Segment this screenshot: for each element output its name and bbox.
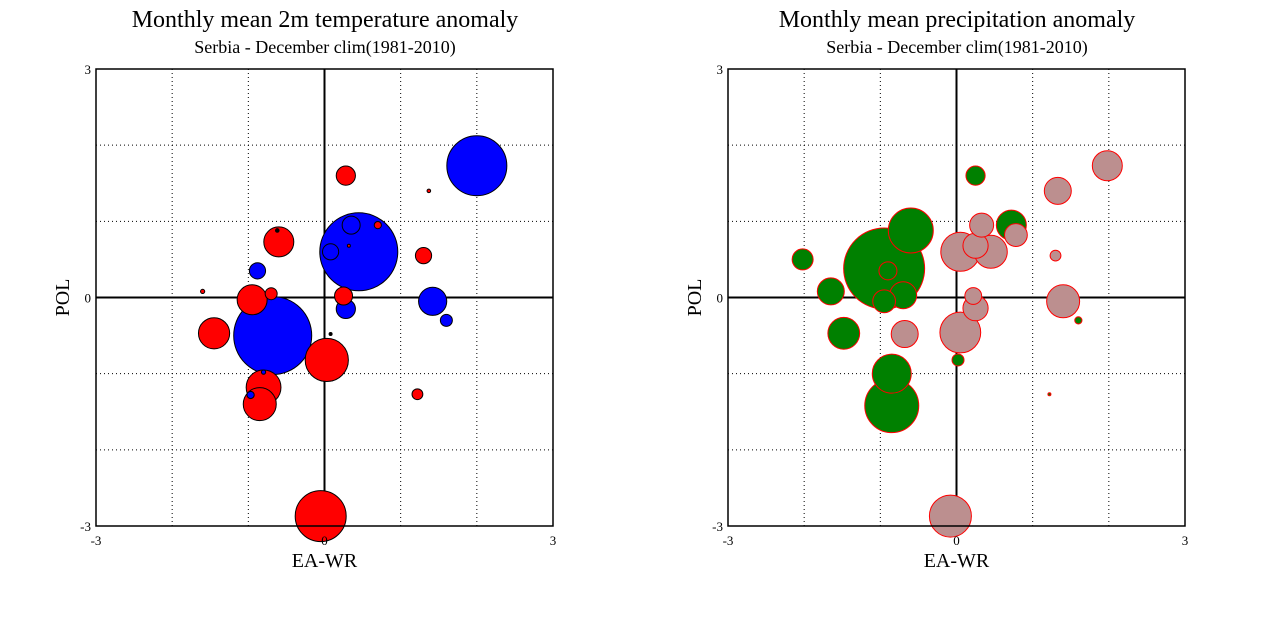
data-bubble xyxy=(328,332,333,337)
y-tick-label: 0 xyxy=(85,291,92,306)
data-bubble xyxy=(263,226,295,258)
data-bubble xyxy=(321,243,340,261)
y-tick-label: -3 xyxy=(712,519,723,534)
data-bubble xyxy=(446,135,508,197)
x-tick-label: 0 xyxy=(953,533,960,548)
data-bubble xyxy=(411,388,424,401)
data-bubble xyxy=(274,228,280,233)
data-bubble xyxy=(335,165,356,186)
data-bubble xyxy=(816,277,845,306)
plot-frame xyxy=(95,68,554,527)
x-tick-label: 0 xyxy=(321,533,328,548)
data-bubble xyxy=(878,261,898,281)
bubble-layer xyxy=(197,135,508,543)
data-bubble xyxy=(346,243,351,248)
data-bubble xyxy=(827,316,861,350)
data-bubble xyxy=(341,215,361,235)
data-bubble xyxy=(969,212,995,238)
data-bubble xyxy=(871,353,912,394)
temperature-panel: Monthly mean 2m temperature anomaly Serb… xyxy=(52,7,556,572)
data-bubble xyxy=(890,320,919,349)
x-axis-label: EA-WR xyxy=(924,550,990,572)
data-bubble xyxy=(887,207,934,254)
data-bubble xyxy=(872,289,897,314)
chart-subtitle: Serbia - December clim(1981-2010) xyxy=(194,37,455,58)
data-bubble xyxy=(294,490,347,543)
data-bubble xyxy=(373,221,382,230)
data-bubble xyxy=(1043,176,1072,205)
data-bubble xyxy=(414,247,433,265)
x-axis-label: EA-WR xyxy=(292,550,358,572)
data-bubble xyxy=(426,188,432,194)
x-tick-label: -3 xyxy=(723,533,734,548)
data-bubble xyxy=(304,337,349,383)
data-bubble xyxy=(439,313,453,327)
y-axis-label: POL xyxy=(52,279,74,317)
data-bubble xyxy=(791,248,814,271)
data-bubble xyxy=(334,286,354,306)
x-tick-label: 3 xyxy=(550,533,557,548)
y-tick-label: 3 xyxy=(85,62,92,77)
y-tick-label: -3 xyxy=(80,519,91,534)
data-bubble xyxy=(197,317,231,350)
precipitation-panel: Monthly mean precipitation anomaly Serbi… xyxy=(684,7,1188,572)
x-tick-label: 3 xyxy=(1182,533,1189,548)
data-bubble xyxy=(928,494,972,538)
data-bubble xyxy=(200,288,206,295)
data-bubble xyxy=(418,286,448,316)
data-bubble xyxy=(1049,249,1062,262)
chart-title: Monthly mean precipitation anomaly xyxy=(779,7,1136,33)
bubble-layer xyxy=(791,150,1123,538)
plot-frame xyxy=(727,68,1186,527)
data-bubble xyxy=(260,369,267,375)
data-bubble xyxy=(1046,284,1081,319)
data-bubble xyxy=(964,287,983,305)
data-bubble xyxy=(319,212,399,292)
data-bubble xyxy=(248,262,267,280)
chart-subtitle: Serbia - December clim(1981-2010) xyxy=(826,37,1087,58)
data-bubble xyxy=(236,284,268,316)
y-tick-label: 0 xyxy=(717,291,724,306)
y-tick-label: 3 xyxy=(717,62,724,77)
data-bubble xyxy=(1004,223,1028,247)
data-bubble xyxy=(264,287,278,301)
data-bubble xyxy=(951,353,965,367)
data-bubble xyxy=(1074,316,1083,325)
x-tick-label: -3 xyxy=(91,533,102,548)
data-bubble xyxy=(939,311,982,354)
data-bubble xyxy=(965,165,986,186)
data-bubble xyxy=(1047,392,1052,397)
chart-title: Monthly mean 2m temperature anomaly xyxy=(132,7,519,33)
data-bubble xyxy=(246,390,255,400)
data-bubble xyxy=(1091,150,1123,182)
y-axis-label: POL xyxy=(684,279,706,317)
